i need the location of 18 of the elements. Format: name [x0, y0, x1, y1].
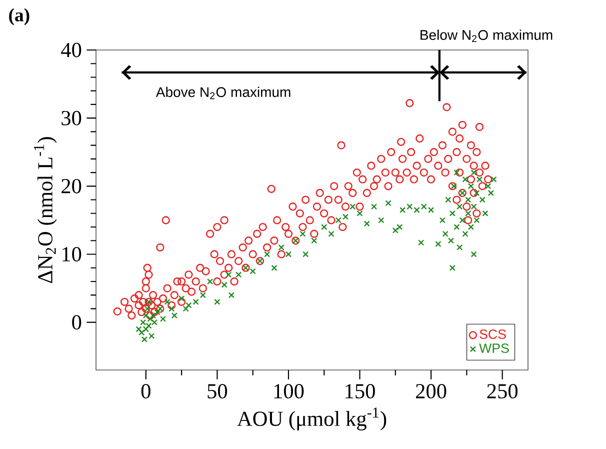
- y-tick-label: 10: [62, 247, 82, 262]
- x-tick-label: 150: [346, 384, 375, 398]
- chart-title: (a): [9, 8, 30, 26]
- x-tick-label: 50: [208, 384, 228, 398]
- y-axis-title: ΔN$_{2}$O (nmol L$^{-1}$): [34, 137, 57, 283]
- y-tick-label: 20: [62, 178, 82, 194]
- x-axis-title: AOU (μmol kg$^{-1}$): [237, 408, 386, 430]
- legend-label: WPS: [479, 343, 509, 353]
- y-tick-label: 0: [72, 315, 82, 330]
- text: Below N$_{2}$O maximum: [420, 30, 552, 42]
- x-tick-label: 200: [416, 384, 446, 398]
- legend-label: SCS: [480, 330, 506, 339]
- x-tick-label: 0: [141, 384, 150, 398]
- x-tick-label: 250: [487, 384, 518, 398]
- annotation: Above N$_{2}$O maximum: [156, 86, 290, 100]
- y-tick-label: 30: [62, 110, 82, 126]
- x-tick-label: 100: [274, 384, 304, 398]
- y-tick-label: 40: [61, 42, 82, 58]
